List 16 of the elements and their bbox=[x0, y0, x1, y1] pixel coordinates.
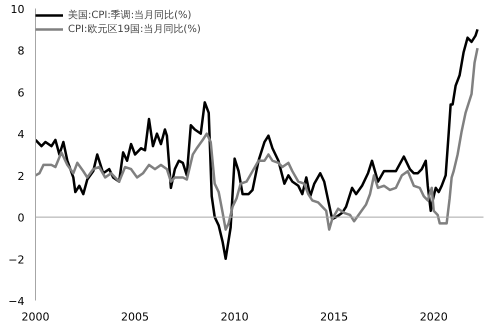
y-tick-label: 2 bbox=[18, 170, 24, 183]
y-tick-label: −4 bbox=[8, 295, 25, 308]
x-tick-label: 2005 bbox=[121, 310, 150, 324]
y-tick-label: 0 bbox=[18, 212, 24, 225]
y-tick-label: 6 bbox=[18, 86, 24, 100]
y-tick-label: −2 bbox=[8, 253, 25, 266]
legend-label: 美国:CPI:季调:当月同比(%) bbox=[68, 8, 192, 22]
x-tick-label: 2015 bbox=[320, 310, 348, 324]
y-tick-label: 4 bbox=[18, 128, 24, 142]
line-series bbox=[36, 46, 479, 231]
legend-label: CPI:欧元区19国:当月同比(%) bbox=[68, 22, 201, 36]
y-tick-label: 10 bbox=[10, 3, 25, 16]
x-tick-label: 2000 bbox=[22, 310, 50, 324]
x-tick-label: 2020 bbox=[420, 310, 448, 324]
y-tick-label: 8 bbox=[18, 44, 24, 58]
x-tick-label: 2010 bbox=[220, 310, 249, 324]
